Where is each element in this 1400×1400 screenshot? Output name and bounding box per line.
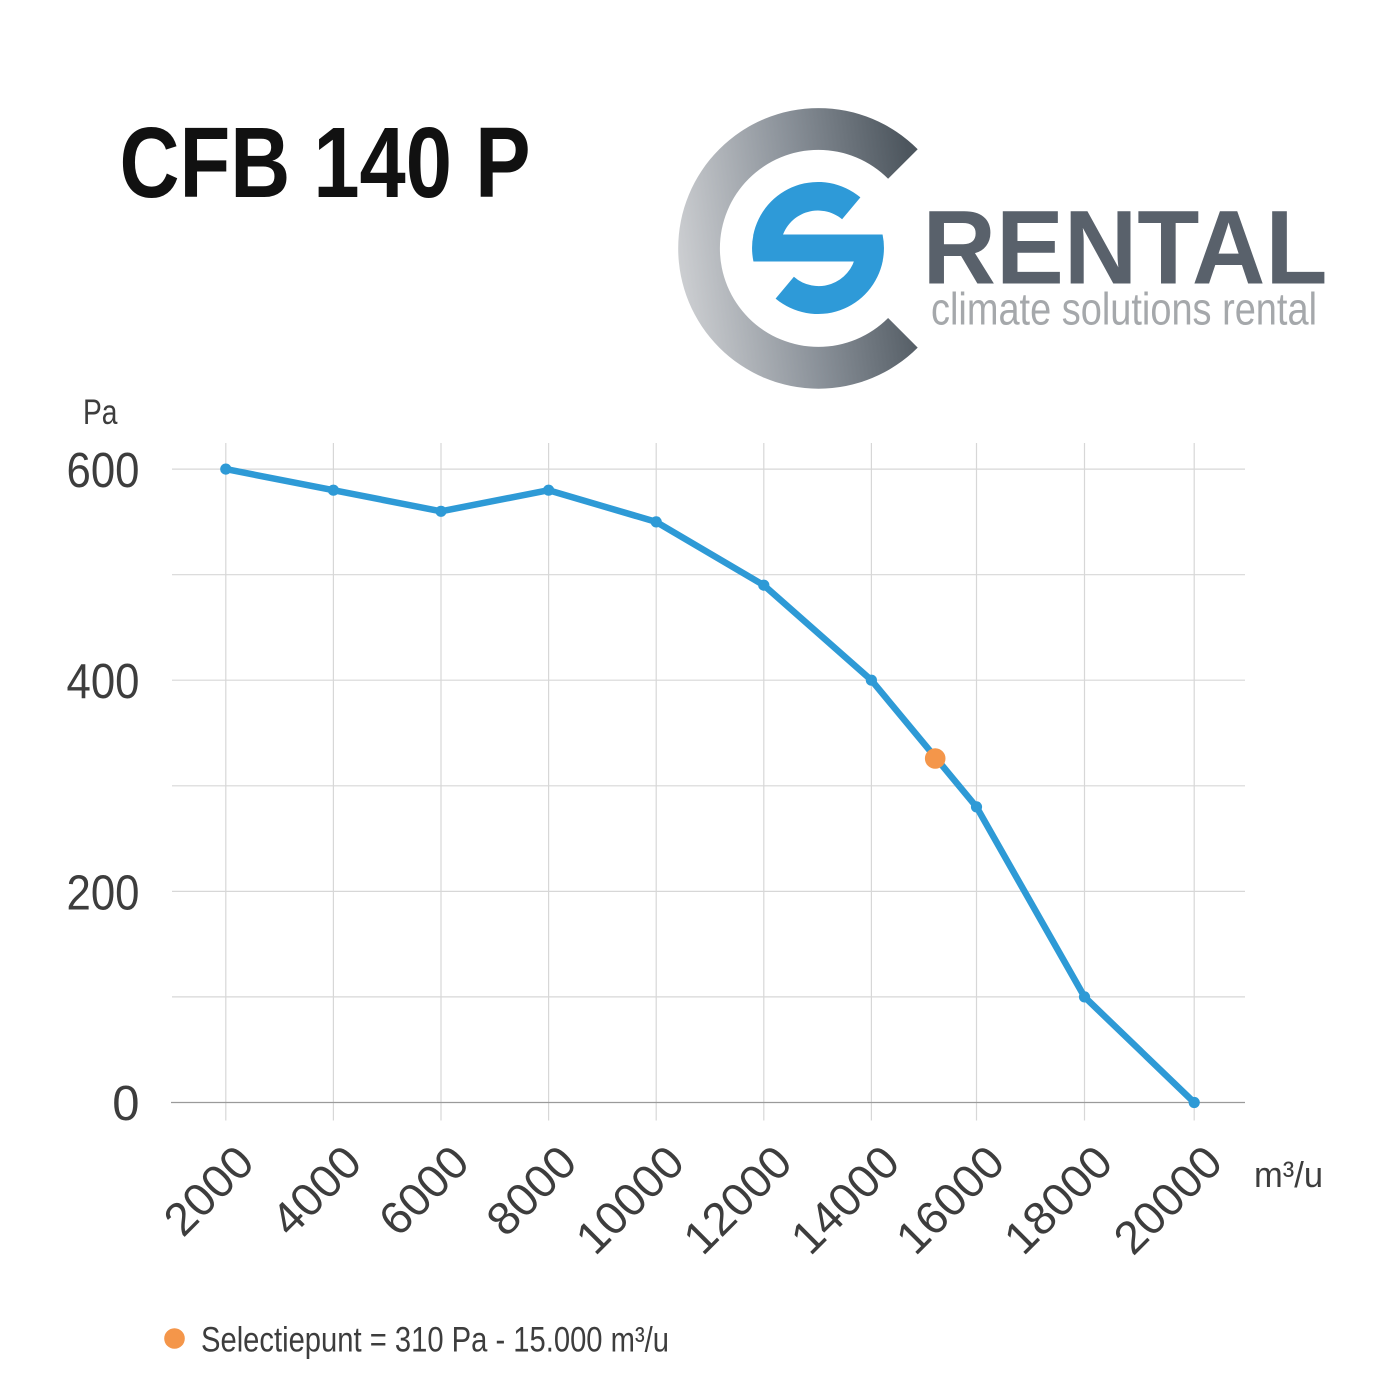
svg-text:20000: 20000 xyxy=(1103,1135,1232,1264)
svg-text:4000: 4000 xyxy=(261,1135,371,1245)
svg-text:18000: 18000 xyxy=(994,1135,1123,1264)
svg-text:0: 0 xyxy=(112,1077,139,1131)
svg-text:12000: 12000 xyxy=(673,1135,802,1264)
svg-text:2000: 2000 xyxy=(153,1135,263,1245)
svg-text:6000: 6000 xyxy=(368,1135,478,1245)
svg-text:200: 200 xyxy=(67,866,140,920)
svg-text:m³/u: m³/u xyxy=(1254,1154,1323,1195)
svg-text:16000: 16000 xyxy=(886,1135,1015,1264)
svg-text:Selectiepunt = 310 Pa - 15.000: Selectiepunt = 310 Pa - 15.000 m³/u xyxy=(201,1320,669,1360)
svg-text:Pa: Pa xyxy=(83,393,118,432)
svg-text:climate solutions rental: climate solutions rental xyxy=(931,284,1317,335)
svg-text:600: 600 xyxy=(67,444,140,498)
svg-text:14000: 14000 xyxy=(780,1135,909,1264)
svg-text:10000: 10000 xyxy=(565,1135,694,1264)
svg-text:400: 400 xyxy=(67,655,140,709)
svg-text:CFB 140 P: CFB 140 P xyxy=(120,107,531,219)
svg-text:RENTAL: RENTAL xyxy=(923,190,1328,307)
